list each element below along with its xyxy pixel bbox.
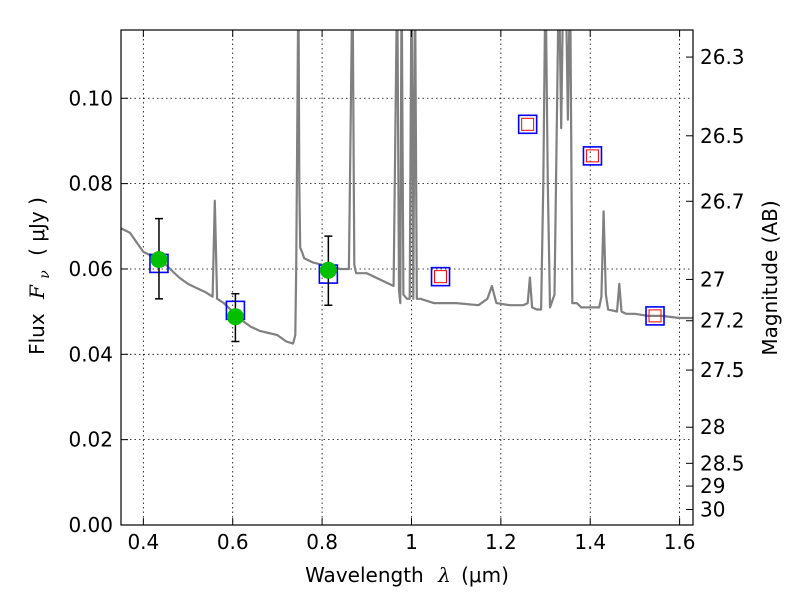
plot-frame: [120, 29, 694, 526]
y-axis-label: Flux F ν ( μJy ): [25, 197, 54, 355]
right-tick-label: 26.7: [700, 189, 745, 213]
y-tick-label: 0.06: [68, 257, 113, 281]
right-tick-label: 29: [700, 474, 725, 498]
x-tick-label: 1.6: [664, 530, 696, 554]
y-tick-label: 0.02: [68, 428, 113, 452]
photometry-point: [150, 251, 168, 269]
x-axis-label: Wavelength λ (μm): [305, 563, 509, 587]
red-square-marker: [434, 270, 448, 284]
y-axis-label-text: Flux: [25, 313, 49, 355]
x-axis-label-unit: (μm): [461, 563, 509, 587]
x-tick-label: 0.8: [306, 530, 338, 554]
axis-ticks: 0.4 0.6 0.8 1 1.2 1.4 1.6 0.00 0.02 0.04 0.06 0.08 0…: [68, 30, 745, 554]
blue-square-marker: [430, 266, 451, 287]
markers-layer: [149, 114, 665, 343]
plot-background: [121, 30, 693, 525]
y-tick-label: 0.00: [68, 513, 113, 537]
right-tick-label: 26.3: [700, 45, 745, 69]
blue-square-marker: [517, 114, 538, 135]
y-axis-label-symbol: F: [25, 284, 49, 300]
photometry-point: [226, 308, 244, 326]
x-axis-label-symbol: λ: [437, 563, 451, 587]
right-tick-label: 27.2: [700, 309, 745, 333]
x-tick-label: 1.2: [485, 530, 517, 554]
right-tick-label: 28.5: [700, 451, 745, 475]
blue-square-marker: [645, 306, 665, 326]
y-tick-label: 0.08: [68, 172, 113, 196]
right-tick-label: 30: [700, 498, 725, 522]
right-tick-label: 26.5: [700, 124, 745, 148]
y-axis-label-subscript: ν: [37, 270, 53, 279]
x-axis-label-text: Wavelength: [305, 563, 424, 587]
right-tick-label: 28: [700, 415, 725, 439]
x-tick-label: 0.6: [217, 530, 249, 554]
x-tick-label: 1.4: [574, 530, 606, 554]
red-square-marker: [521, 117, 535, 131]
x-tick-label: 0.4: [127, 530, 159, 554]
y-axis-label-unit: ( μJy ): [25, 197, 49, 256]
right-tick-label: 27.5: [700, 358, 745, 382]
red-square-marker: [648, 309, 662, 323]
photometry-point: [319, 261, 337, 279]
red-square-marker: [585, 149, 599, 163]
x-tick-label: 1: [405, 530, 418, 554]
blue-square-marker: [582, 146, 603, 166]
y-tick-label: 0.04: [68, 342, 113, 366]
right-axis-label: Magnitude (AB): [758, 200, 782, 355]
y-tick-label: 0.10: [68, 86, 113, 110]
right-tick-label: 27: [700, 267, 725, 291]
